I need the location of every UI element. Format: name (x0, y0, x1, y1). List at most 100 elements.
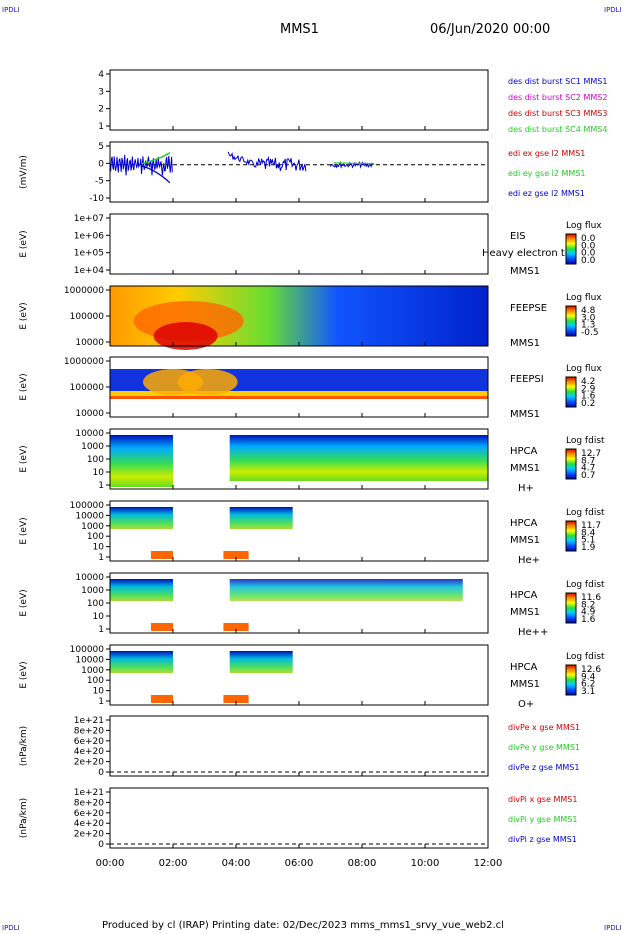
colorbar-title: Log flux (566, 364, 602, 374)
panel-p3: 1e+07 1e+06 1e+05 1e+04 E (eV) EIS MMS1 Heavy e… (19, 213, 602, 277)
y-tick-label: 1000 (81, 666, 104, 676)
colorbar-tick-label: 11.6 (581, 593, 601, 603)
y-axis-label: E (eV) (19, 302, 29, 329)
y-tick-label: 0 (98, 840, 104, 850)
y-axis-label: E (eV) (19, 373, 29, 400)
y-tick-label: 6e+20 (74, 737, 105, 747)
legend-entry: des dist burst SC3 MMS3 (508, 109, 607, 118)
colorbar-title: Log fdist (566, 436, 605, 446)
y-tick-label: 1 (98, 625, 104, 635)
y-tick-label: 100 (87, 676, 104, 686)
y-tick-label: 10000 (75, 511, 104, 521)
y-tick-label: 100000 (70, 501, 105, 511)
y-tick-label: 4e+20 (74, 819, 105, 829)
panel-frame (109, 715, 489, 777)
spectrogram-band-orange (110, 396, 488, 399)
colorbar-title: Log flux (566, 293, 602, 303)
spectrogram-segment-2 (229, 651, 293, 673)
colorbar-tick-label: 0.7 (581, 471, 595, 481)
y-tick-label: 1 (98, 481, 104, 491)
legend-entry: divPi x gse MMS1 (508, 795, 577, 804)
y-tick-label: 2e+20 (74, 758, 105, 768)
colorbar (565, 305, 577, 337)
colorbar-tick-label: 4.9 (581, 608, 596, 618)
spectrogram-low-energy-2 (223, 551, 249, 559)
spacecraft-label: MMS1 (510, 535, 540, 546)
colorbar-tick-label: 9.4 (581, 672, 596, 682)
y-tick-label: 1e+04 (74, 266, 105, 276)
colorbar-tick-label: 1.6 (581, 392, 596, 402)
legend-entry: edi ez gse l2 MMS1 (508, 189, 585, 198)
legend-entry: divPi z gse MMS1 (508, 835, 577, 844)
y-tick-label: 10 (93, 612, 105, 622)
colorbar-title: Log fdist (566, 652, 605, 662)
colorbar (565, 520, 577, 552)
colorbar-tick-label: 4.8 (581, 306, 596, 316)
colorbar-tick-label: 1.6 (581, 615, 596, 625)
colorbar-tick-label: 0.2 (581, 399, 595, 409)
y-tick-label: 1e+05 (74, 249, 104, 259)
y-axis-label: E (eV) (19, 230, 29, 257)
legend-entry: divPe z gse MMS1 (508, 763, 579, 772)
spacecraft-label: MMS1 (510, 463, 540, 474)
y-tick-label: 4e+20 (74, 747, 105, 757)
y-tick-label: 8e+20 (74, 798, 105, 808)
y-axis-label: (nPa/km) (19, 726, 29, 766)
panel-frame (109, 141, 489, 203)
footer-credits: Produced by cl (IRAP) Printing date: 02/… (102, 920, 504, 931)
colorbar-tick-label: 8.7 (581, 456, 595, 466)
spectrogram-segment-2 (229, 579, 463, 601)
colorbar-tick-label: 1.3 (581, 321, 595, 331)
overlay-text: Heavy electron to (482, 248, 571, 259)
legend-entry: divPe y gse MMS1 (508, 743, 580, 752)
y-tick-label: 100 (87, 455, 104, 465)
x-tick-label: 04:00 (222, 858, 251, 869)
spacecraft-label: MMS1 (510, 607, 540, 618)
instrument-label: HPCA (510, 446, 538, 457)
y-tick-label: -5 (95, 177, 104, 187)
x-tick-label: 00:00 (96, 858, 125, 869)
series-ez-late (330, 161, 374, 169)
y-tick-label: 10 (93, 687, 105, 697)
colorbar (565, 376, 577, 408)
colorbar-tick-label: 11.7 (581, 521, 601, 531)
colorbar (565, 448, 577, 480)
y-tick-label: 1 (98, 697, 104, 707)
spectrogram-low-energy-2 (223, 623, 249, 631)
series-ez-early (109, 154, 173, 176)
colorbar (565, 592, 577, 624)
panel-p1: 4 3 2 1 des dist burst SC1 MMS1 des dist burs… (98, 69, 607, 134)
series-ey-late (333, 162, 375, 165)
spectrogram-segment-2 (229, 435, 488, 481)
y-tick-label: 10000 (75, 429, 104, 439)
x-tick-label: 02:00 (159, 858, 188, 869)
colorbar-tick-label: 8.2 (581, 600, 595, 610)
species-label: O+ (518, 699, 534, 710)
colorbar-tick-label: 12.6 (581, 665, 601, 675)
y-tick-label: 10 (93, 468, 105, 478)
colorbar-tick-label: 6.2 (581, 680, 595, 690)
corner-label-bottom-left: IPDLI (2, 924, 20, 932)
colorbar-tick-label: -0.5 (581, 328, 599, 338)
spectrogram-low-energy-1 (150, 551, 173, 559)
panel-frame (109, 69, 489, 131)
legend-entry: des dist burst SC1 MMS1 (508, 77, 607, 86)
spectrogram-segment-2 (229, 507, 293, 529)
y-tick-label: 100 (87, 532, 104, 542)
y-axis-label: E (eV) (19, 661, 29, 688)
colorbar-title: Log flux (566, 221, 602, 231)
instrument-label: EIS (510, 231, 526, 242)
panel-p6: 10000 1000 100 10 1 E (eV) HPCA MMS1 H+ Log fdist… (19, 428, 605, 494)
colorbar-tick-label: 4.7 (581, 464, 595, 474)
y-tick-label: 100 (87, 599, 104, 609)
colorbar-title: Log fdist (566, 580, 605, 590)
colorbar-tick-label: 2.9 (581, 384, 596, 394)
y-tick-label: 1e+06 (74, 231, 105, 241)
spectrogram-segment-1 (110, 507, 173, 529)
y-tick-label: 1000 (81, 586, 104, 596)
x-tick-label: 12:00 (474, 858, 503, 869)
x-tick-label: 06:00 (285, 858, 314, 869)
